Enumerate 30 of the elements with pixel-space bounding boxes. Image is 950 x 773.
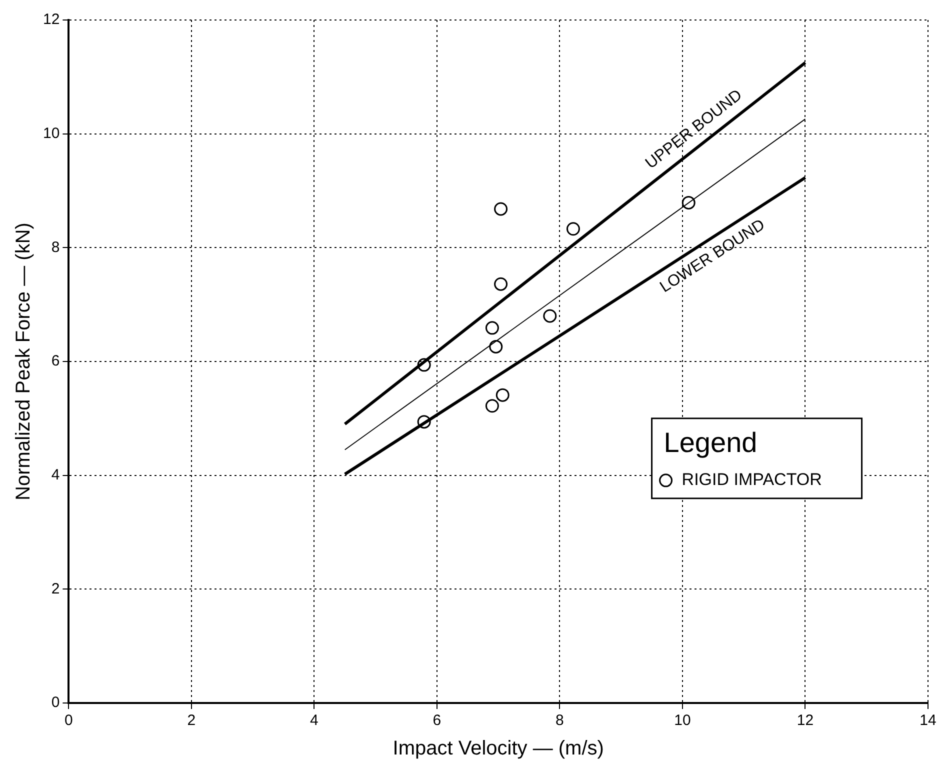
x-tick-label: 4 xyxy=(310,712,318,730)
y-tick-label: 8 xyxy=(51,238,60,256)
point xyxy=(496,388,510,402)
x-tick-label: 12 xyxy=(796,712,814,730)
point xyxy=(485,399,499,413)
point xyxy=(682,196,696,210)
y-tick-label: 6 xyxy=(51,352,60,370)
x-tick-label: 10 xyxy=(674,712,691,730)
point xyxy=(489,340,503,354)
x-tick-label: 14 xyxy=(920,712,936,730)
x-tick-label: 2 xyxy=(187,712,196,730)
x-axis-title: Impact Velocity — (m/s) xyxy=(392,738,604,760)
point xyxy=(417,415,431,429)
y-axis-title: Normalized Peak Force — (kN) xyxy=(12,222,35,500)
x-tick-label: 6 xyxy=(432,712,442,730)
y-tick-label: 4 xyxy=(51,466,60,484)
y-tick-label: 12 xyxy=(42,11,60,28)
x-tick-label: 8 xyxy=(556,712,564,730)
y-tick-label: 0 xyxy=(51,694,60,712)
y-tick-label: 2 xyxy=(51,580,60,598)
y-tick-label: 10 xyxy=(42,124,60,142)
legend-title: Legend xyxy=(664,427,758,458)
point xyxy=(494,277,508,291)
point xyxy=(494,202,508,216)
point xyxy=(543,309,557,323)
point xyxy=(485,321,499,335)
x-tick-label: 0 xyxy=(64,712,73,730)
legend-label: RIGID IMPACTOR xyxy=(682,470,822,490)
point xyxy=(417,358,431,372)
point xyxy=(566,222,580,236)
